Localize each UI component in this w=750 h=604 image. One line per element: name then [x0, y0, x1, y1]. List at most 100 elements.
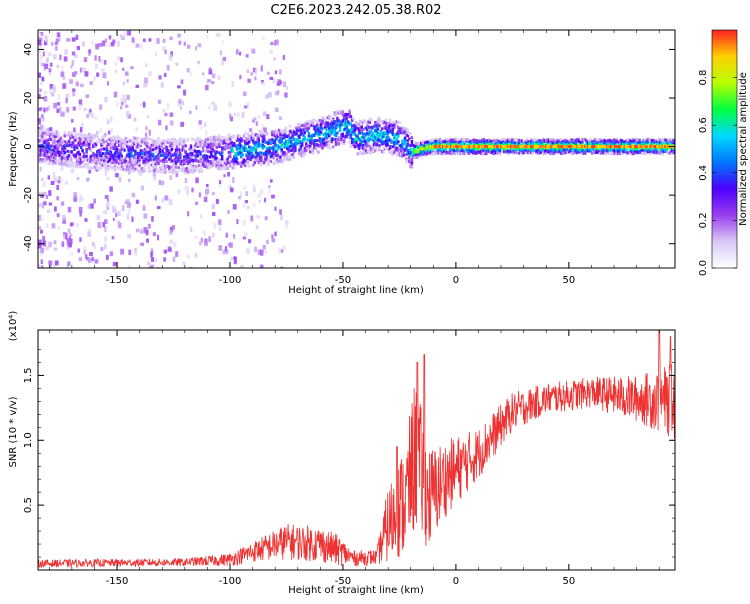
- heatmap-ridge-cell: [517, 151, 521, 155]
- heatmap-ridge-cell: [199, 157, 202, 161]
- heatmap-ridge-cell: [265, 146, 269, 150]
- heatmap-ridge-cell: [504, 140, 507, 144]
- heatmap-ridge-core: [642, 145, 645, 149]
- heatmap-ridge-cell: [242, 163, 246, 167]
- heatmap-noise-cell: [175, 62, 179, 66]
- heatmap-ridge-cell: [120, 164, 124, 168]
- heatmap-noise-cell: [143, 82, 147, 89]
- heatmap-noise-cell: [46, 223, 49, 228]
- heatmap-ridge-cell: [176, 142, 179, 146]
- heatmap-ridge-cell: [574, 142, 578, 146]
- heatmap-noise-cell: [116, 156, 119, 162]
- heatmap-ridge-cell: [364, 142, 368, 146]
- heatmap-ridge-cell: [58, 158, 61, 162]
- heatmap-ridge-cell: [78, 152, 82, 156]
- heatmap-ridge-cell: [643, 149, 647, 153]
- heatmap-ridge-cell: [360, 144, 363, 148]
- heatmap-ridge-cell: [498, 149, 502, 153]
- heatmap-ridge-cell: [489, 142, 492, 146]
- heatmap-noise-cell: [140, 229, 143, 234]
- heatmap-ridge-cell: [178, 156, 182, 160]
- heatmap-ridge-cell: [401, 139, 404, 143]
- heatmap-ridge-core: [508, 145, 511, 149]
- heatmap-noise-cell: [150, 252, 153, 258]
- heatmap-ridge-cell: [229, 142, 232, 146]
- heatmap-ridge-cell: [193, 149, 197, 153]
- heatmap-ridge-cell: [165, 164, 168, 168]
- heatmap-ridge-cell: [86, 143, 90, 147]
- heatmap-noise-cell: [40, 252, 43, 257]
- heatmap-ridge-cell: [371, 136, 374, 140]
- heatmap-ridge-cell: [97, 155, 101, 159]
- heatmap-ridge-cell: [215, 141, 218, 145]
- heatmap-ridge-cell: [261, 146, 265, 150]
- heatmap-ridge-cell: [117, 161, 121, 165]
- heatmap-ridge-cell: [93, 143, 96, 147]
- heatmap-noise-cell: [91, 242, 95, 247]
- heatmap-ridge-cell: [220, 149, 224, 153]
- heatmap-ridge-cell: [317, 128, 320, 132]
- heatmap-ridge-cell: [612, 142, 616, 146]
- heatmap-ridge-cell: [212, 149, 216, 153]
- heatmap-ridge-cell: [540, 148, 544, 152]
- heatmap-ridge-cell: [372, 140, 376, 144]
- heatmap-noise-cell: [56, 32, 61, 38]
- heatmap-ridge-cell: [473, 149, 476, 153]
- heatmap-noise-cell: [91, 40, 95, 45]
- heatmap-ridge-cell: [402, 147, 405, 151]
- heatmap-ridge-cell: [214, 138, 217, 142]
- heatmap-ridge-cell: [291, 129, 294, 133]
- heatmap-ridge-cell: [345, 116, 349, 120]
- heatmap-ridge-cell: [637, 141, 640, 145]
- heatmap-ridge-cell: [284, 126, 288, 130]
- heatmap-ridge-cell: [531, 140, 534, 144]
- heatmap-noise-cell: [66, 38, 71, 42]
- heatmap-ridge-cell: [262, 134, 266, 138]
- heatmap-ridge-cell: [271, 133, 274, 137]
- heatmap-ridge-cell: [145, 143, 148, 147]
- heatmap-noise-cell: [227, 210, 230, 214]
- heatmap-ridge-cell: [553, 147, 556, 151]
- heatmap-ridge-core: [588, 145, 591, 149]
- heatmap-noise-cell: [251, 48, 256, 54]
- heatmap-ridge-cell: [47, 155, 50, 159]
- heatmap-ridge-cell: [195, 142, 198, 146]
- heatmap-noise-cell: [145, 63, 148, 68]
- heatmap-ridge-cell: [46, 139, 49, 143]
- heatmap-ridge-core: [475, 145, 478, 149]
- heatmap-ridge-cell: [193, 144, 197, 148]
- heatmap-ridge-cell: [408, 155, 411, 159]
- heatmap-ridge-cell: [638, 149, 641, 153]
- heatmap-ridge-cell: [578, 146, 582, 150]
- heatmap-noise-cell: [116, 101, 119, 107]
- heatmap-ridge-cell: [315, 149, 319, 153]
- heatmap-ridge-cell: [134, 150, 137, 154]
- heatmap-ridge-cell: [409, 132, 412, 136]
- heatmap-ridge-core: [647, 145, 651, 149]
- heatmap-ridge-cell: [498, 152, 502, 156]
- heatmap-ridge-cell: [188, 147, 191, 151]
- heatmap-ridge-cell: [227, 140, 231, 144]
- heatmap-ridge-cell: [394, 148, 397, 152]
- heatmap-ridge-cell: [250, 131, 254, 135]
- heatmap-ridge-cell: [394, 138, 397, 142]
- heatmap-ridge-cell: [145, 137, 148, 141]
- heatmap-ridge-cell: [71, 164, 75, 168]
- heatmap-ridge-cell: [185, 167, 189, 171]
- heatmap-ridge-cell: [382, 133, 385, 137]
- heatmap-noise-cell: [257, 249, 262, 256]
- heatmap-ridge-cell: [511, 150, 514, 154]
- heatmap-ridge-cell: [299, 132, 302, 136]
- heatmap-ridge-cell: [394, 145, 397, 149]
- heatmap-ridge-cell: [451, 140, 454, 144]
- heatmap-ridge-cell: [443, 139, 446, 143]
- heatmap-ridge-cell: [180, 162, 183, 166]
- heatmap-ridge-cell: [172, 171, 175, 175]
- heatmap-noise-cell: [102, 221, 105, 228]
- heatmap-ridge-cell: [548, 152, 552, 156]
- heatmap-ridge-cell: [131, 169, 134, 173]
- heatmap-ridge-cell: [326, 116, 330, 120]
- heatmap-ridge-cell: [44, 143, 48, 147]
- heatmap-ridge-cell: [298, 123, 301, 127]
- heatmap-ridge-cell: [635, 142, 639, 146]
